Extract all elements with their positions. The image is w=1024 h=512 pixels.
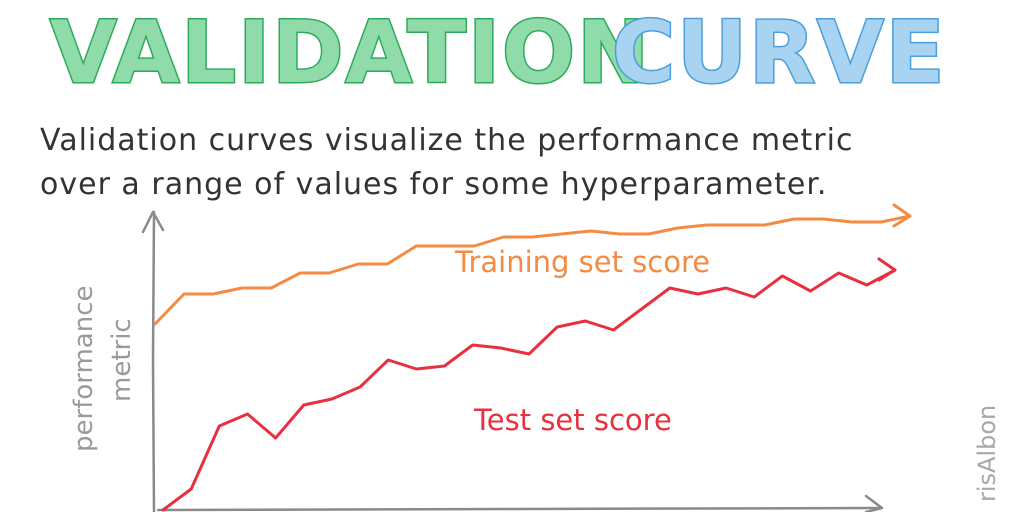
title-word-validation: VALIDATION (50, 3, 651, 103)
caption-line-2: over a range of values for some hyperpar… (40, 167, 827, 202)
credit-text: risAlbon (973, 405, 1001, 502)
series-group (153, 203, 912, 512)
title-word-curve: CURVE (612, 3, 946, 103)
axes (141, 210, 884, 512)
y-axis-line (151, 210, 156, 512)
caption-line-1: Validation curves visualize the performa… (40, 123, 853, 158)
y-axis-label-line-1: performance (69, 285, 99, 452)
training-series-label: Training set score (454, 245, 710, 279)
test-series-label: Test set score (473, 403, 672, 437)
training-series-arrowhead (892, 203, 912, 228)
y-axis-label: performance metric (69, 285, 137, 452)
x-axis-line (156, 506, 882, 512)
y-axis-label-line-2: metric (107, 318, 137, 402)
title: VALIDATION CURVE (49, 2, 946, 105)
training-series-line (153, 214, 912, 326)
credit: risAlbon (973, 405, 1001, 502)
y-axis-arrowhead (141, 210, 165, 234)
test-series-arrowhead (877, 257, 897, 282)
x-axis-arrowhead (864, 494, 884, 512)
test-series-line (161, 268, 897, 512)
